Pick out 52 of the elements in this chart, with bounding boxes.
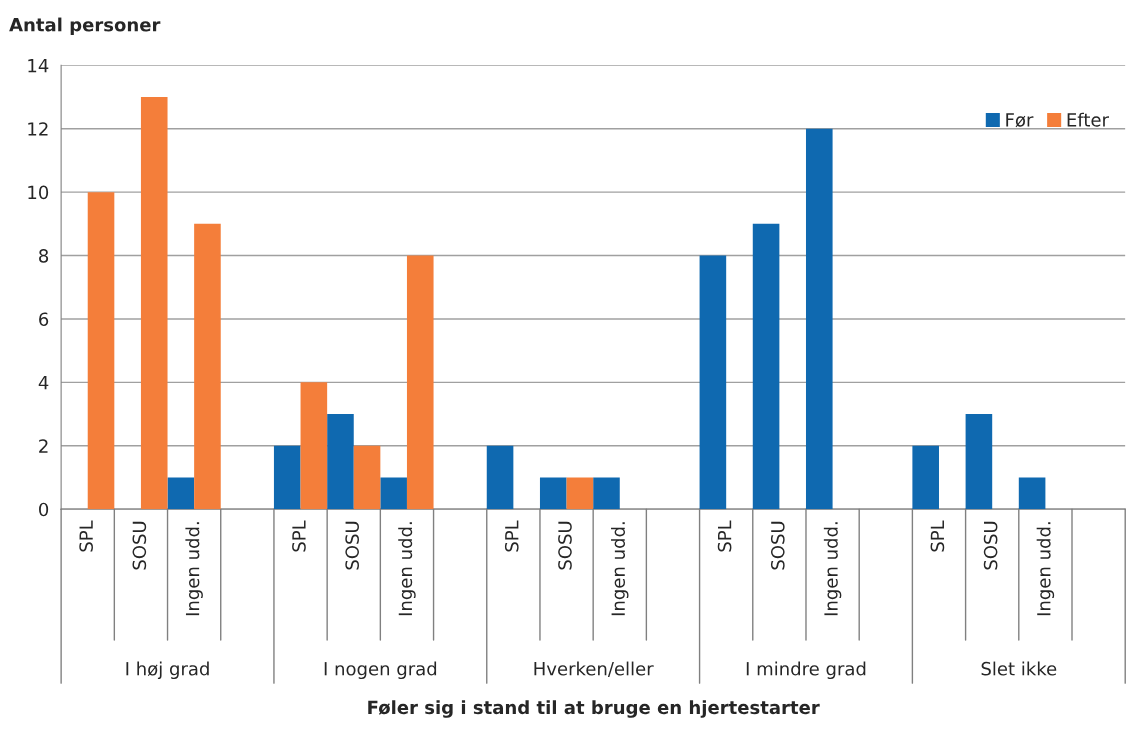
x-tick-label: SPL — [79, 520, 93, 552]
x-tick-label: Ingen udd. — [611, 522, 629, 616]
bar — [486, 445, 514, 510]
bar — [1018, 477, 1046, 510]
text: I høj grad — [126, 661, 209, 680]
x-tick-label: SOSU — [770, 521, 785, 570]
bar — [300, 382, 328, 510]
y-tick-label: 12 — [28, 122, 48, 136]
bar — [194, 223, 221, 510]
x-tick-label: SPL — [504, 520, 519, 552]
text: I mindre grad — [746, 661, 866, 680]
bar — [805, 128, 833, 510]
text: Hverken/eller — [534, 661, 654, 677]
y-tick-label: 2 — [39, 439, 48, 453]
y-tick-label: 14 — [28, 59, 49, 73]
bar — [87, 192, 115, 510]
bar — [593, 477, 620, 510]
legend-label: Før — [1006, 113, 1034, 128]
y-tick-label: 6 — [39, 312, 49, 327]
x-tick-label: Ingen udd. — [823, 522, 842, 616]
x-tick-label: SOSU — [983, 521, 998, 570]
y-tick-label: 8 — [39, 249, 49, 263]
y-tick-label: 4 — [38, 376, 49, 390]
bar — [406, 255, 434, 510]
bar — [965, 414, 993, 510]
bar — [167, 477, 195, 510]
bar — [539, 477, 567, 510]
legend-label: Efter — [1067, 112, 1109, 127]
x-tick-label: Ingen udd. — [1036, 522, 1055, 616]
bar — [353, 445, 381, 510]
x-tick-label: SOSU — [132, 521, 147, 570]
x-tick-label: SPL — [717, 520, 732, 552]
bar — [380, 477, 407, 510]
bar — [566, 477, 594, 510]
text: Slet ikke — [981, 661, 1057, 676]
bar — [752, 223, 780, 510]
y-tick-label: 10 — [28, 185, 49, 200]
bar — [273, 445, 301, 510]
x-tick-label: SPL — [930, 520, 945, 552]
x-axis-title: Føler sig i stand til at bruge en hjertestarter — [368, 700, 820, 718]
bar — [912, 445, 939, 510]
x-tick-label: Ingen udd. — [398, 522, 416, 616]
bar — [327, 414, 354, 510]
x-tick-label: SOSU — [345, 521, 359, 570]
x-tick-label: SPL — [292, 520, 306, 552]
x-tick-label: Ingen udd. — [185, 522, 203, 616]
bar — [140, 97, 168, 510]
y-axis-title: Antal personer — [9, 17, 161, 36]
y-tick-label: 0 — [39, 502, 49, 517]
bar — [699, 255, 727, 510]
text: I nogen grad — [324, 661, 437, 680]
x-tick-label: SOSU — [558, 521, 572, 570]
